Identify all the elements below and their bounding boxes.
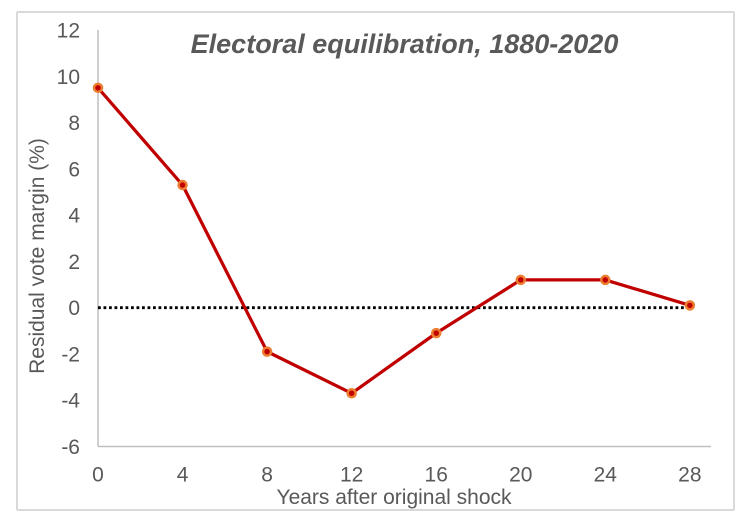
y-tick-label: 4 [68,205,80,228]
x-axis-title: Years after original shock [276,486,512,509]
data-point-marker [515,274,527,286]
y-tick-label: 10 [57,66,80,89]
y-tick-label: 8 [68,112,80,135]
data-point-marker [92,82,104,94]
x-tick-label: 12 [340,464,363,487]
y-tick-label: 6 [68,158,80,181]
x-tick-label: 4 [177,464,189,487]
data-point-marker [261,346,273,357]
y-tick-label: -4 [61,390,80,413]
y-tick-label: 2 [68,251,80,274]
chart-frame [16,11,735,511]
x-tick-label: 16 [425,464,448,487]
x-tick-label: 0 [92,464,104,487]
y-tick-label: -2 [61,343,80,366]
y-tick-label: 12 [57,20,80,43]
x-tick-label: 8 [261,464,273,487]
data-point-marker [600,274,611,286]
y-tick-label: -6 [61,436,80,459]
chart-title: Electoral equilibration, 1880-2020 [190,29,619,59]
x-tick-label: 24 [594,464,618,487]
y-tick-label: 0 [68,297,80,320]
data-point-marker [684,300,696,311]
data-point-marker [177,179,188,191]
data-point-marker [430,327,442,339]
x-tick-label: 28 [678,464,701,487]
x-tick-label: 20 [509,464,532,487]
data-point-marker [346,388,357,399]
series-line [96,86,692,395]
